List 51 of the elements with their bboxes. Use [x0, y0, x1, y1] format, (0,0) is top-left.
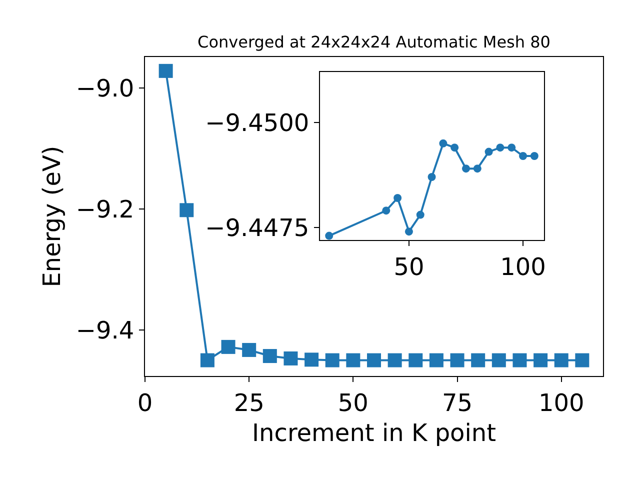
- point: [262, 349, 277, 364]
- point: [304, 352, 319, 367]
- x-tick-label: 100: [538, 388, 584, 417]
- y-tick-label: −9.4: [76, 316, 134, 344]
- point: [346, 353, 360, 368]
- point: [404, 228, 413, 236]
- point: [200, 353, 214, 368]
- x-tick-label: 50: [394, 252, 424, 281]
- point: [575, 353, 590, 368]
- point: [471, 353, 486, 368]
- y-tick-label: −9.0: [76, 74, 134, 102]
- point: [508, 144, 516, 152]
- point: [382, 206, 390, 215]
- y-tick-label: −9.4500: [205, 108, 310, 137]
- point: [284, 351, 298, 366]
- x-tick-label: 50: [338, 388, 368, 417]
- point: [180, 203, 194, 218]
- point: [429, 353, 444, 368]
- point: [530, 152, 538, 160]
- point: [534, 353, 548, 368]
- point: [388, 353, 402, 368]
- point: [416, 210, 424, 219]
- point: [462, 164, 470, 173]
- point: [519, 152, 528, 160]
- point: [473, 164, 482, 173]
- point: [408, 353, 423, 368]
- point: [554, 353, 568, 368]
- point: [484, 148, 493, 156]
- chart-title: Converged at 24x24x24 Automatic Mesh 80: [198, 32, 550, 52]
- x-axis-title: Increment in K point: [252, 419, 496, 448]
- x-tick-label: 25: [234, 388, 264, 417]
- point: [325, 353, 340, 368]
- point: [158, 64, 173, 78]
- point: [367, 353, 381, 368]
- point: [496, 144, 504, 152]
- x-tick-label: 0: [137, 388, 153, 417]
- point: [394, 194, 402, 202]
- point: [325, 232, 334, 240]
- point: [242, 342, 256, 357]
- point: [492, 353, 506, 368]
- point: [450, 353, 464, 368]
- x-tick-label: 75: [442, 388, 473, 417]
- y-tick-label: −9.2: [76, 195, 134, 224]
- point: [221, 340, 236, 354]
- point: [512, 353, 527, 368]
- point: [439, 139, 448, 148]
- point: [450, 144, 459, 152]
- y-tick-label: −9.4475: [205, 214, 310, 242]
- x-tick-label: 100: [500, 252, 546, 281]
- y-axis-title: Energy (eV): [38, 146, 66, 288]
- point: [428, 173, 436, 181]
